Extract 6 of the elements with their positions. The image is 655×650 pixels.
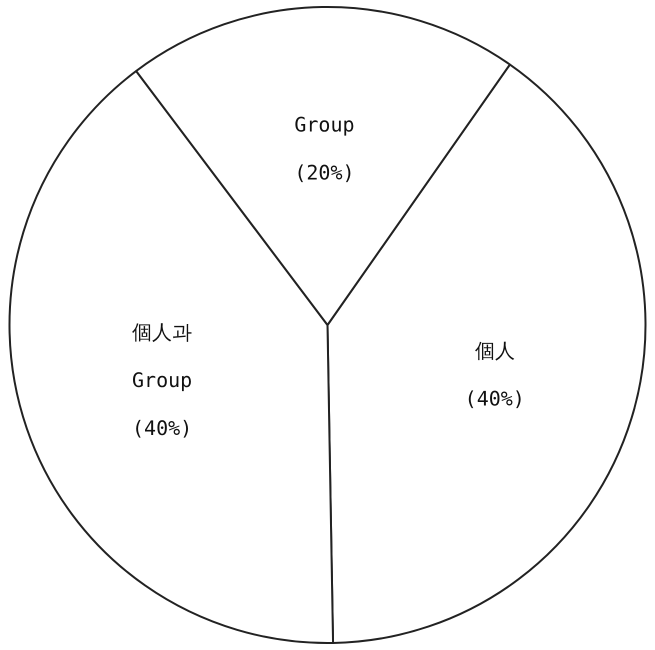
slice-label: 個人 xyxy=(474,338,515,362)
slice-label: Group xyxy=(294,112,355,136)
category-label: 個人과 Group xyxy=(132,320,192,392)
data-label: (40%) xyxy=(132,416,192,440)
data-label: (40%) xyxy=(464,386,525,410)
data-label: (20%) xyxy=(294,160,355,184)
